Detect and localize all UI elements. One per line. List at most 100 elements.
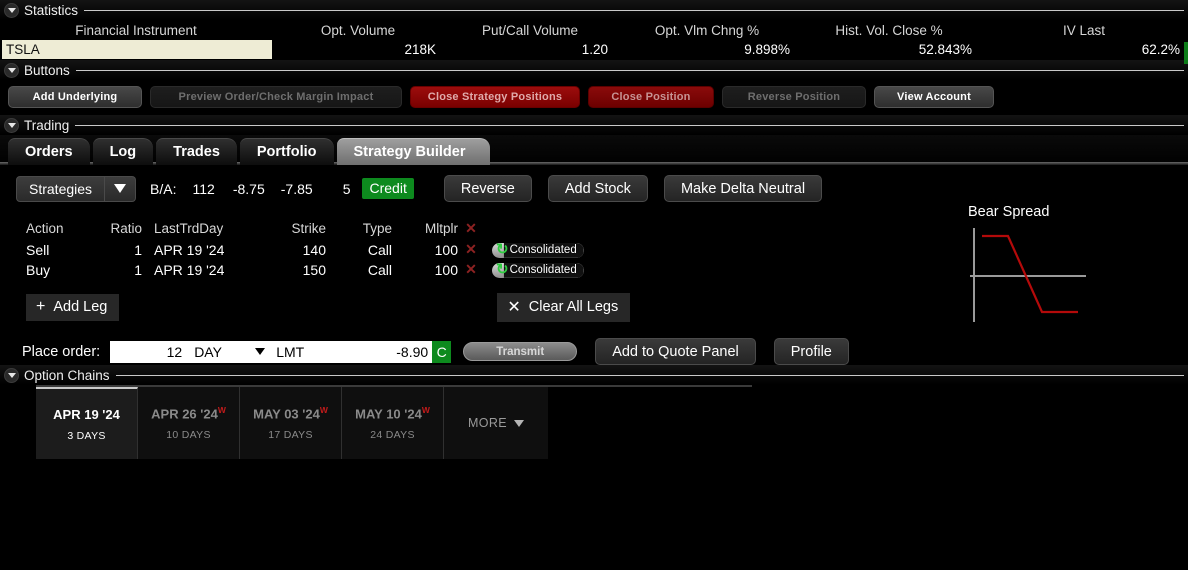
expiry-days: 3 DAYS: [67, 429, 106, 442]
chevron-down-icon: [255, 348, 266, 355]
stat-col-opt-vlm-chng: Opt. Vlm Chng %: [654, 23, 760, 38]
leg-last-trd-day[interactable]: APR 19 '24: [154, 261, 225, 278]
refresh-icon: ↻: [496, 262, 509, 278]
section-title: Option Chains: [24, 367, 110, 383]
chevron-down-icon: [514, 419, 525, 427]
add-to-quote-panel-button[interactable]: Add to Quote Panel: [595, 338, 756, 365]
divider: [115, 374, 1184, 376]
bid-price: -8.75: [232, 180, 265, 197]
weekly-marker: W: [319, 404, 328, 415]
expiry-date: APR 26 '24: [151, 406, 218, 422]
limit-price-input[interactable]: -8.90: [370, 340, 433, 363]
buttons-section-header[interactable]: Buttons: [0, 60, 1188, 80]
leg-exchange-badge[interactable]: ↻ Consolidated: [492, 262, 584, 278]
collapse-chevron-icon[interactable]: [4, 117, 19, 133]
bid-ask-label: B/A:: [150, 180, 177, 197]
close-position-button[interactable]: Close Position: [588, 86, 714, 108]
time-in-force-select[interactable]: DAY: [188, 340, 271, 363]
legs-col-exchange: [484, 220, 624, 239]
expiry-tab-apr-26[interactable]: APR 26 '24W 10 DAYS: [138, 387, 240, 459]
leg-action[interactable]: Sell: [26, 241, 50, 258]
leg-type[interactable]: Call: [367, 241, 392, 258]
leg-exchange-badge[interactable]: ↻ Consolidated: [492, 242, 584, 258]
leg-actions-row: + Add Leg ✕ Clear All Legs: [8, 279, 1180, 322]
add-underlying-button[interactable]: Add Underlying: [8, 86, 142, 108]
remove-leg-icon[interactable]: ✕: [465, 261, 477, 277]
leg-type[interactable]: Call: [367, 261, 392, 278]
order-type-input[interactable]: LMT: [270, 340, 371, 363]
reverse-button[interactable]: Reverse: [443, 175, 532, 202]
ask-price: -7.85: [280, 180, 313, 197]
transmit-button[interactable]: Transmit: [463, 342, 578, 361]
tab-orders[interactable]: Orders: [8, 138, 90, 165]
legs-col-action: Action: [26, 221, 64, 236]
tab-trades[interactable]: Trades: [156, 138, 237, 165]
tab-portfolio[interactable]: Portfolio: [239, 138, 334, 165]
strategies-button[interactable]: Strategies: [16, 175, 106, 202]
more-expiries-button[interactable]: MORE: [444, 387, 548, 459]
legs-col-type: Type: [362, 221, 392, 236]
bid-ask-size: 112: [192, 180, 215, 197]
expiry-days: 17 DAYS: [268, 429, 313, 442]
clear-all-legs-label: Clear All Legs: [528, 299, 619, 315]
strategy-legs-table: Action Ratio LastTrdDay Strike Type Mltp…: [8, 208, 1180, 279]
leg-ratio[interactable]: 1: [134, 261, 142, 278]
strategy-name-label: Bear Spread: [968, 204, 1050, 220]
stat-value-opt-volume: 218K: [404, 42, 436, 57]
section-title: Trading: [24, 117, 70, 133]
credit-badge: Credit: [362, 178, 414, 199]
collapse-chevron-icon[interactable]: [4, 62, 19, 78]
statistics-value-row: TSLA 218K 1.20 9.898% 52.843% 62.2%: [0, 40, 1188, 60]
profile-button[interactable]: Profile: [773, 338, 849, 365]
option-chains-section-header[interactable]: Option Chains: [0, 365, 1188, 385]
leg-mltplr[interactable]: 100: [434, 241, 458, 258]
tab-log[interactable]: Log: [92, 138, 154, 165]
close-strategy-positions-button[interactable]: Close Strategy Positions: [410, 86, 580, 108]
leg-ratio[interactable]: 1: [134, 241, 142, 258]
chevron-down-icon[interactable]: [105, 175, 137, 202]
tab-strategy-builder[interactable]: Strategy Builder: [336, 138, 490, 165]
add-leg-button[interactable]: + Add Leg: [26, 294, 120, 321]
expiry-date: MAY 03 '24: [253, 406, 320, 422]
leg-action[interactable]: Buy: [26, 261, 51, 278]
weekly-marker: W: [421, 404, 430, 415]
add-stock-button[interactable]: Add Stock: [547, 175, 648, 202]
statistics-section-header[interactable]: Statistics: [0, 0, 1188, 20]
order-quantity-input[interactable]: 12: [110, 340, 189, 363]
strategy-toolbar: Strategies B/A: 112 -8.75 -7.85 5 Credit…: [8, 165, 1180, 208]
collapse-chevron-icon[interactable]: [4, 367, 19, 383]
trading-section-header[interactable]: Trading: [0, 115, 1188, 135]
table-row[interactable]: Sell 1 APR 19 '24 140 Call 100 ✕ ↻ Conso…: [26, 239, 624, 259]
plus-icon: +: [36, 298, 46, 315]
section-title: Statistics: [24, 2, 79, 18]
collapse-chevron-icon[interactable]: [4, 2, 19, 18]
reverse-position-button[interactable]: Reverse Position: [722, 86, 866, 108]
weekly-marker: W: [217, 404, 226, 415]
section-title: Buttons: [24, 62, 70, 78]
view-account-button[interactable]: View Account: [874, 86, 994, 108]
option-chains-section: Option Chains APR 19 '24 3 DAYS APR 26 '…: [0, 365, 1188, 459]
leg-exchange-label: Consolidated: [509, 244, 577, 257]
stat-value-put-call-volume: 1.20: [581, 42, 608, 57]
place-order-row: Place order: 12 DAY LMT -8.90 C Transmit…: [8, 322, 1180, 365]
legs-col-lasttrdday: LastTrdDay: [154, 221, 224, 236]
leg-strike[interactable]: 140: [302, 241, 326, 258]
leg-strike[interactable]: 150: [302, 261, 326, 278]
ticker-input[interactable]: TSLA: [2, 40, 272, 59]
expiry-date: APR 19 '24: [53, 406, 120, 422]
divider: [75, 69, 1184, 71]
clear-all-legs-button[interactable]: ✕ Clear All Legs: [497, 293, 631, 322]
strategy-payoff-preview: Bear Spread: [968, 204, 1168, 331]
expiry-tab-may-03[interactable]: MAY 03 '24W 17 DAYS: [240, 387, 342, 459]
expiry-tab-may-10[interactable]: MAY 10 '24W 24 DAYS: [342, 387, 444, 459]
stat-col-iv-last: IV Last: [1062, 23, 1106, 38]
table-row[interactable]: Buy 1 APR 19 '24 150 Call 100 ✕ ↻ Consol…: [26, 259, 624, 279]
expiry-tab-apr-19[interactable]: APR 19 '24 3 DAYS: [36, 387, 138, 459]
statistics-section: Statistics Financial Instrument Opt. Vol…: [0, 0, 1188, 64]
preview-order-button[interactable]: Preview Order/Check Margin Impact: [150, 86, 402, 108]
make-delta-neutral-button[interactable]: Make Delta Neutral: [663, 175, 823, 202]
remove-all-legs-icon[interactable]: ✕: [465, 220, 477, 236]
leg-last-trd-day[interactable]: APR 19 '24: [154, 241, 225, 258]
leg-mltplr[interactable]: 100: [434, 261, 458, 278]
remove-leg-icon[interactable]: ✕: [465, 241, 477, 257]
